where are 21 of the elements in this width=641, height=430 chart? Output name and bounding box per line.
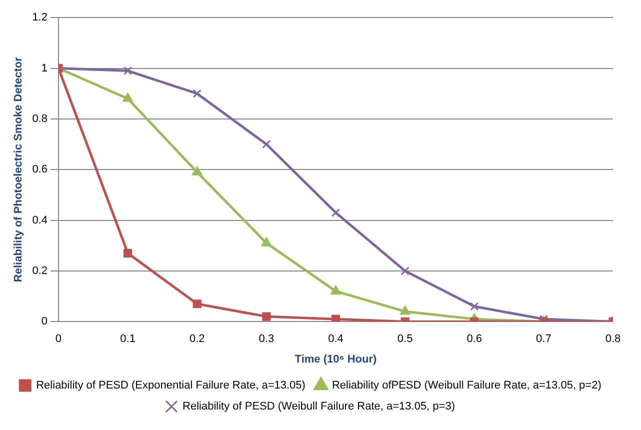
legend-label: Reliability of PESD (Exponential Failure Rate, a=13.05) [36, 380, 306, 392]
x-tick-label: 0.2 [189, 333, 205, 346]
x-axis-title: Time (10⁶ Hour) [294, 353, 378, 366]
legend-label: Reliability of PESD (Weibull Failure Rate, a=13.05, p=3) [182, 400, 456, 413]
x-tick-label: 0 [55, 333, 62, 346]
y-axis-title: Reliability of Photoelectric Smoke Detector [12, 56, 25, 282]
y-tick-label: 0.4 [32, 214, 48, 226]
x-tick-label: 0.5 [397, 333, 413, 346]
x-tick-label: 0.8 [605, 333, 621, 346]
x-tick-label: 0.3 [258, 333, 274, 346]
y-tick-label: 0.2 [32, 264, 48, 277]
x-tick-label: 0.7 [536, 333, 552, 346]
y-tick-label: 1.2 [32, 12, 48, 24]
y-tick-label: 0 [41, 316, 48, 328]
y-tick-label: 0.8 [32, 112, 48, 125]
y-tick-label: 1 [41, 62, 48, 74]
legend-label: Reliability ofPESD (Weibull Failure Rate, a=13.05, p=2) [332, 380, 602, 392]
x-tick-label: 0.1 [120, 333, 136, 346]
y-tick-label: 0.6 [32, 164, 48, 176]
x-tick-label: 0.4 [328, 333, 344, 346]
x-tick-label: 0.6 [466, 333, 482, 346]
